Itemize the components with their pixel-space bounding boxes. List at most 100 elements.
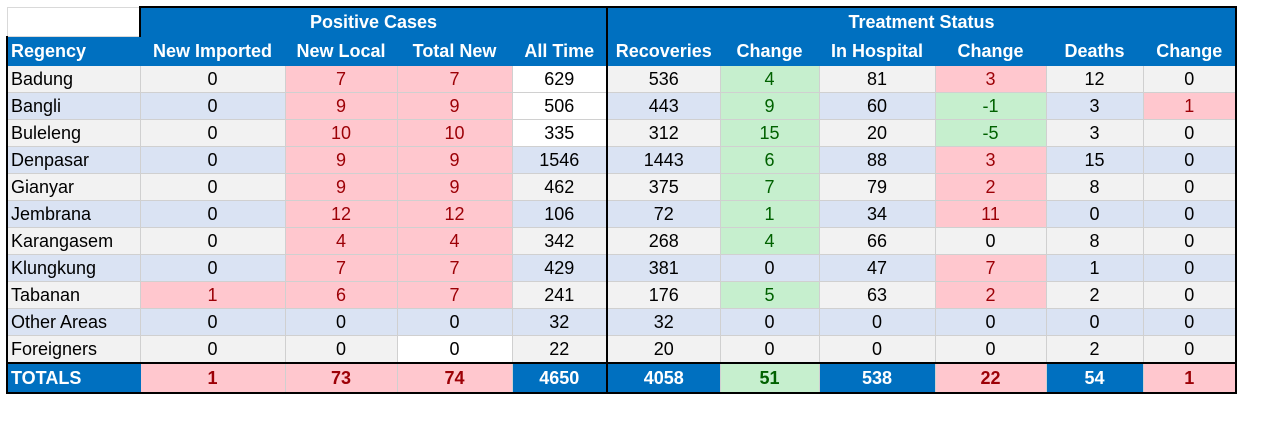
totals-hospital-change-cell: 22: [934, 362, 1047, 394]
all-time-cell: 32: [511, 308, 608, 336]
recoveries-change-cell: 15: [719, 119, 820, 147]
recoveries-change-cell: 4: [719, 227, 820, 255]
recoveries-cell: 268: [606, 227, 721, 255]
total-new-cell: 0: [396, 335, 513, 364]
all-time-cell: 462: [511, 173, 608, 201]
recoveries-change-cell: 5: [719, 281, 820, 309]
deaths-change-cell: 0: [1142, 173, 1237, 201]
new-local-cell: 9: [284, 173, 398, 201]
recoveries-change-cell: 0: [719, 254, 820, 282]
new-local-cell: 6: [284, 281, 398, 309]
totals-in-hospital-cell: 538: [818, 362, 936, 394]
new-imported-cell: 0: [139, 200, 286, 228]
recoveries-change-cell: 1: [719, 200, 820, 228]
treatment-status-group-header: Treatment Status: [606, 6, 1237, 37]
deaths-change-cell: 0: [1142, 65, 1237, 93]
new-imported-cell: 0: [139, 119, 286, 147]
new-local-cell: 7: [284, 65, 398, 93]
table-row: Badung 0 7 7 629 536 4 81 3 12 0: [6, 65, 1237, 93]
totals-recoveries-change-cell: 51: [719, 362, 820, 394]
table-row: Bangli 0 9 9 506 443 9 60 -1 3 1: [6, 92, 1237, 120]
regency-name-cell: Klungkung: [6, 254, 141, 282]
totals-all-time-cell: 4650: [511, 362, 608, 394]
in-hospital-cell: 34: [818, 200, 936, 228]
column-header-deaths-change: Change: [1142, 36, 1237, 66]
recoveries-change-cell: 0: [719, 335, 820, 364]
in-hospital-cell: 47: [818, 254, 936, 282]
new-imported-cell: 0: [139, 92, 286, 120]
recoveries-cell: 1443: [606, 146, 721, 174]
deaths-cell: 2: [1045, 335, 1144, 364]
in-hospital-cell: 79: [818, 173, 936, 201]
hospital-change-cell: 0: [934, 335, 1047, 364]
regency-name-cell: Badung: [6, 65, 141, 93]
in-hospital-cell: 88: [818, 146, 936, 174]
recoveries-change-cell: 9: [719, 92, 820, 120]
hospital-change-cell: 0: [934, 227, 1047, 255]
new-imported-cell: 1: [139, 281, 286, 309]
deaths-cell: 0: [1045, 200, 1144, 228]
new-local-cell: 12: [284, 200, 398, 228]
regency-name-cell: Jembrana: [6, 200, 141, 228]
deaths-cell: 3: [1045, 92, 1144, 120]
regency-name-cell: Bangli: [6, 92, 141, 120]
totals-new-imported-cell: 1: [139, 362, 286, 394]
totals-total-new-cell: 74: [396, 362, 513, 394]
regency-name-cell: Gianyar: [6, 173, 141, 201]
new-imported-cell: 0: [139, 146, 286, 174]
regency-name-cell: Denpasar: [6, 146, 141, 174]
recoveries-change-cell: 4: [719, 65, 820, 93]
all-time-cell: 335: [511, 119, 608, 147]
column-header-recoveries-change: Change: [719, 36, 820, 66]
table-row: Jembrana 0 12 12 106 72 1 34 11 0 0: [6, 200, 1237, 228]
new-local-cell: 4: [284, 227, 398, 255]
table-row: Karangasem 0 4 4 342 268 4 66 0 8 0: [6, 227, 1237, 255]
hospital-change-cell: -5: [934, 119, 1047, 147]
hospital-change-cell: 0: [934, 308, 1047, 336]
deaths-cell: 8: [1045, 173, 1144, 201]
totals-row: TOTALS 1 73 74 4650 4058 51 538 22 54 1: [6, 362, 1237, 394]
new-local-cell: 0: [284, 308, 398, 336]
column-header-all-time: All Time: [511, 36, 608, 66]
recoveries-cell: 32: [606, 308, 721, 336]
recoveries-change-cell: 0: [719, 308, 820, 336]
all-time-cell: 1546: [511, 146, 608, 174]
deaths-cell: 1: [1045, 254, 1144, 282]
table-row: Gianyar 0 9 9 462 375 7 79 2 8 0: [6, 173, 1237, 201]
totals-deaths-change-cell: 1: [1142, 362, 1237, 394]
new-local-cell: 10: [284, 119, 398, 147]
recoveries-cell: 375: [606, 173, 721, 201]
table-row: Tabanan 1 6 7 241 176 5 63 2 2 0: [6, 281, 1237, 309]
deaths-cell: 0: [1045, 308, 1144, 336]
deaths-change-cell: 0: [1142, 281, 1237, 309]
column-header-recoveries: Recoveries: [606, 36, 721, 66]
cases-table-sheet: Positive Cases Treatment Status Regency N…: [6, 6, 1237, 394]
totals-recoveries-cell: 4058: [606, 362, 721, 394]
column-header-in-hospital: In Hospital: [818, 36, 936, 66]
column-header-row: Regency New Imported New Local Total New All…: [6, 36, 1237, 66]
hospital-change-cell: 3: [934, 146, 1047, 174]
regency-name-cell: Foreigners: [6, 335, 141, 364]
total-new-cell: 9: [396, 173, 513, 201]
table-row: Buleleng 0 10 10 335 312 15 20 -5 3 0: [6, 119, 1237, 147]
all-time-cell: 106: [511, 200, 608, 228]
deaths-change-cell: 0: [1142, 254, 1237, 282]
total-new-cell: 7: [396, 254, 513, 282]
deaths-cell: 8: [1045, 227, 1144, 255]
group-header-row: Positive Cases Treatment Status: [6, 6, 1237, 37]
hospital-change-cell: 11: [934, 200, 1047, 228]
deaths-cell: 2: [1045, 281, 1144, 309]
deaths-cell: 3: [1045, 119, 1144, 147]
positive-cases-group-header: Positive Cases: [139, 6, 608, 37]
new-local-cell: 7: [284, 254, 398, 282]
in-hospital-cell: 81: [818, 65, 936, 93]
column-header-regency: Regency: [6, 36, 141, 66]
deaths-cell: 12: [1045, 65, 1144, 93]
regency-name-cell: Karangasem: [6, 227, 141, 255]
deaths-change-cell: 0: [1142, 146, 1237, 174]
total-new-cell: 9: [396, 146, 513, 174]
in-hospital-cell: 0: [818, 335, 936, 364]
recoveries-change-cell: 7: [719, 173, 820, 201]
new-imported-cell: 0: [139, 65, 286, 93]
blank-corner-cell: [6, 6, 141, 37]
